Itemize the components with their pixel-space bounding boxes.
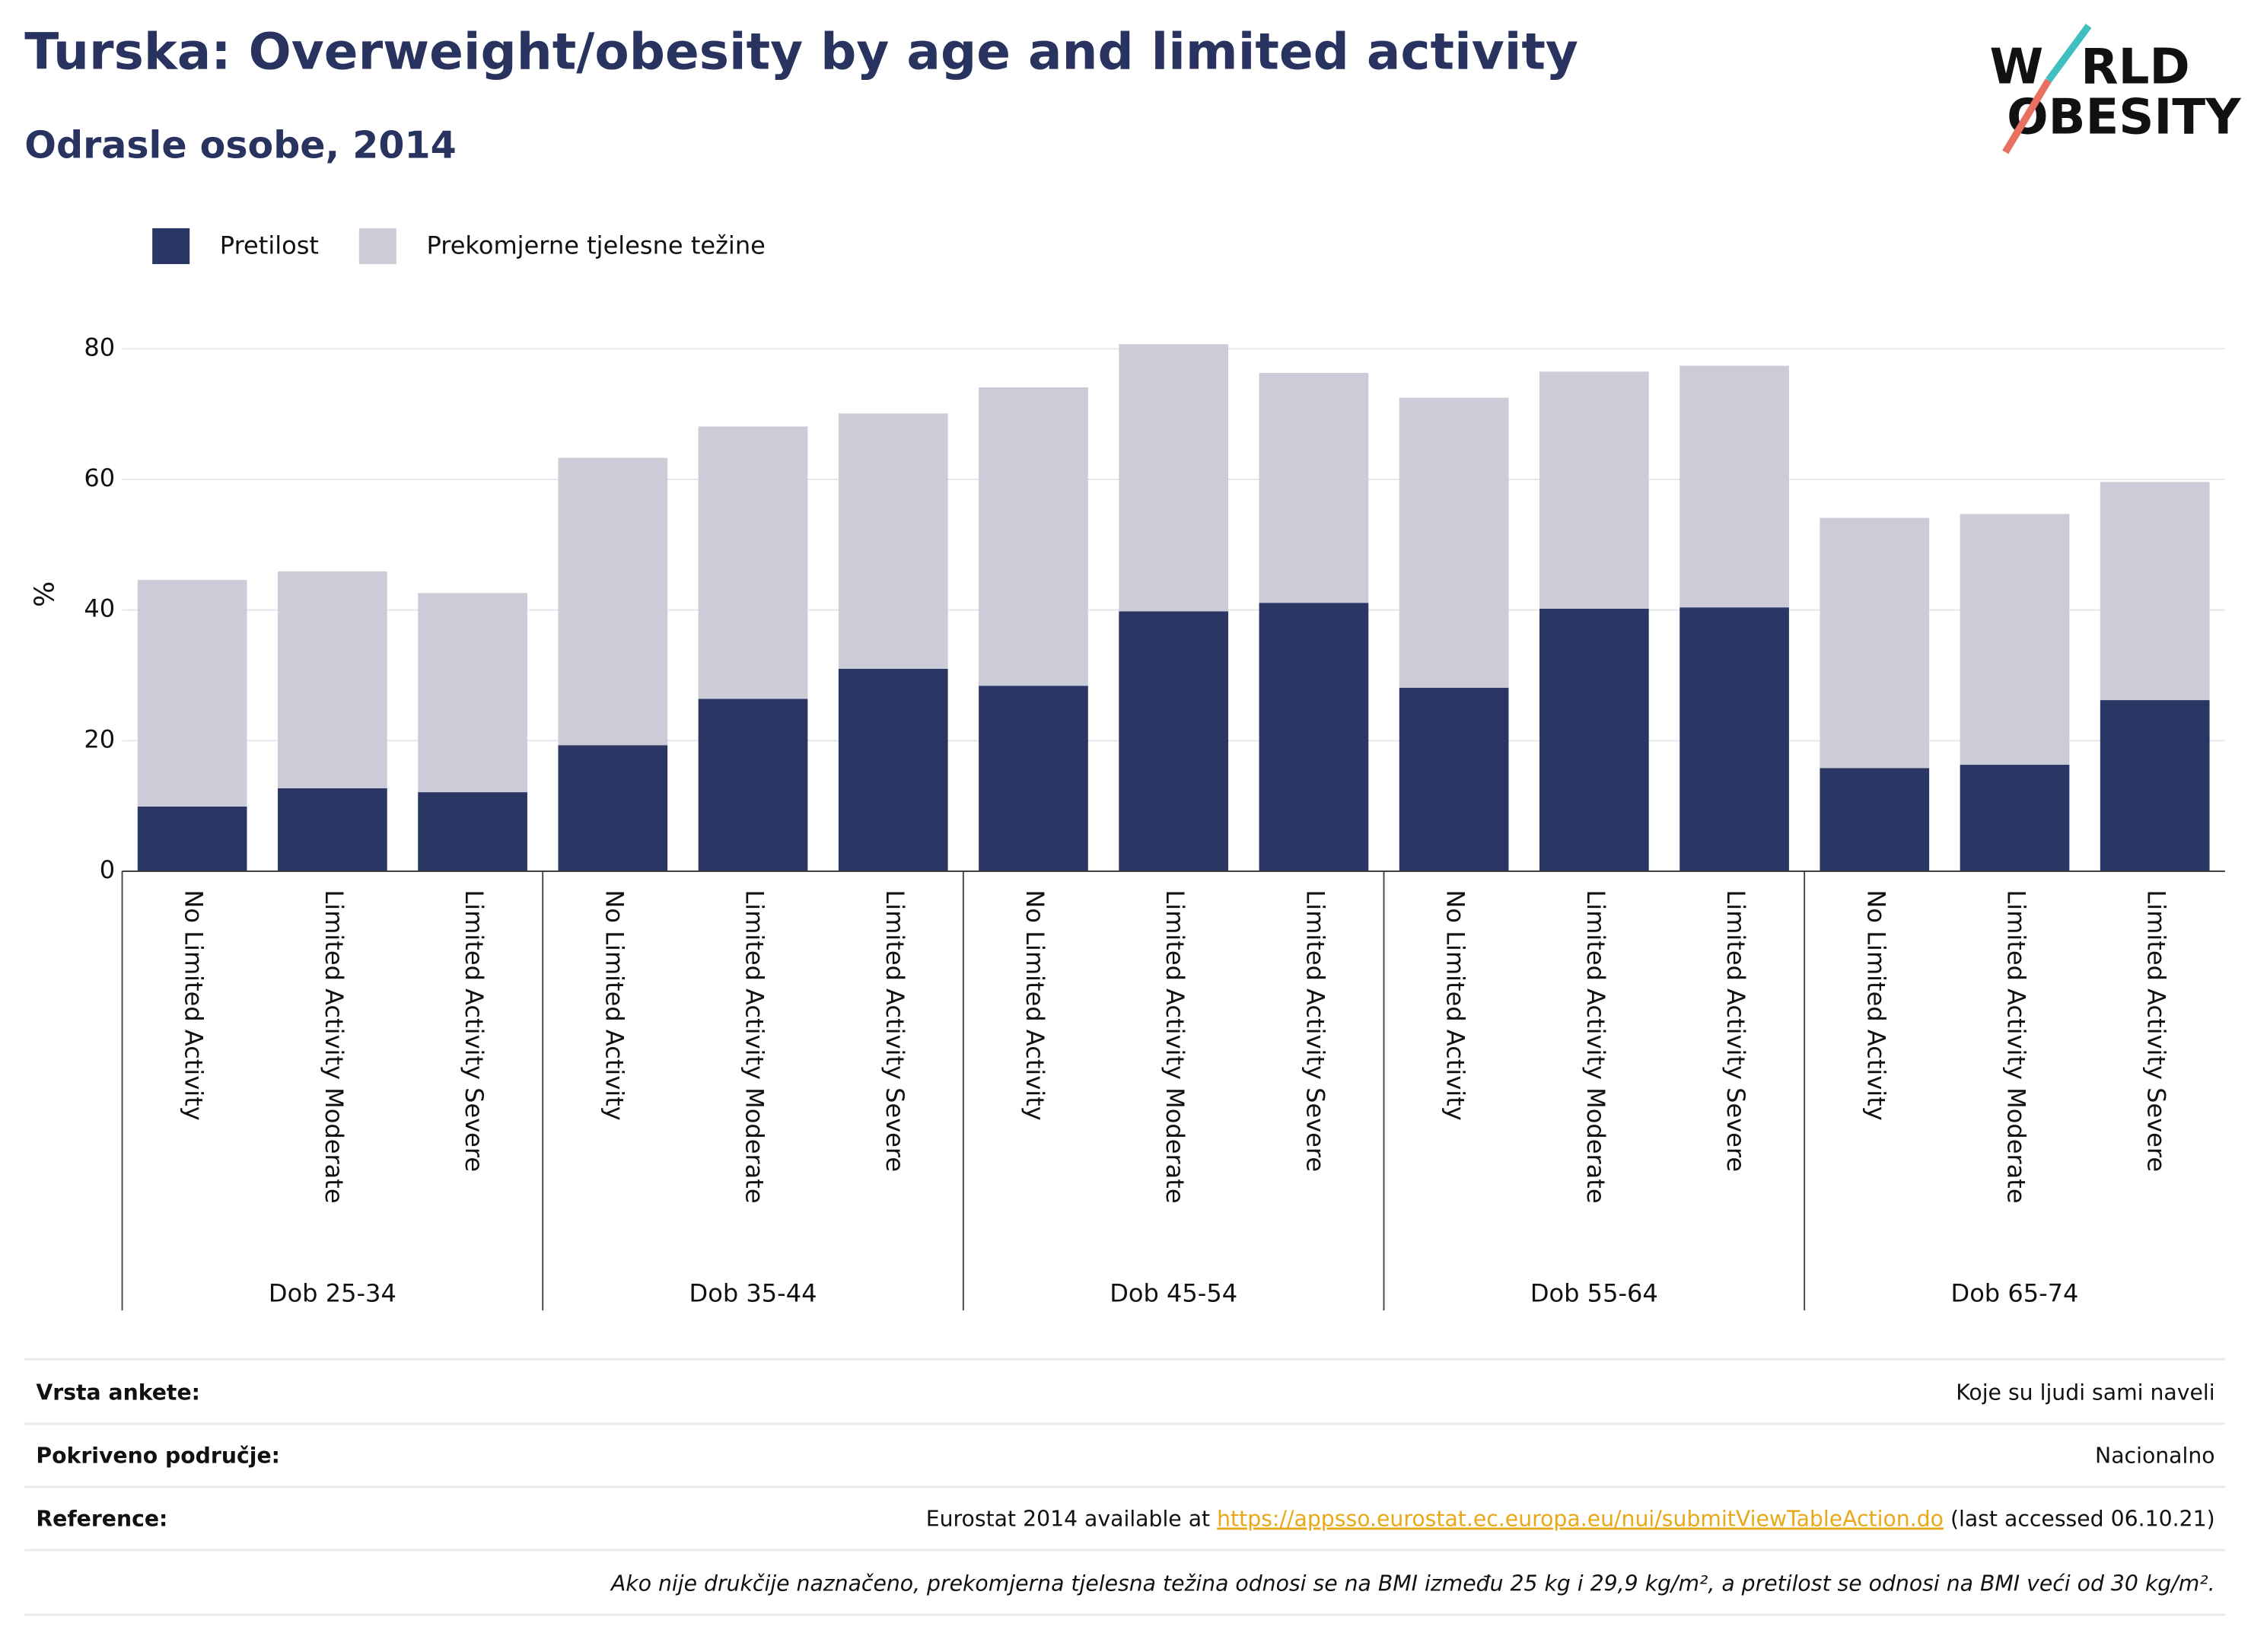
bar-segment bbox=[698, 426, 808, 699]
bar-segment bbox=[137, 806, 247, 871]
group-label: Dob 35-44 bbox=[689, 1278, 817, 1307]
footer-label: Pokriveno područje: bbox=[36, 1443, 280, 1468]
legend-swatch bbox=[152, 228, 190, 265]
y-tick-label: 40 bbox=[84, 594, 115, 623]
bar-segment bbox=[1539, 371, 1649, 609]
logo-slash bbox=[2046, 24, 2092, 83]
bar-segment bbox=[1119, 344, 1229, 612]
legend-swatch bbox=[358, 228, 396, 265]
x-tick-label: Limited Activity Moderate bbox=[320, 890, 349, 1203]
bar-segment bbox=[838, 668, 948, 871]
bar-segment bbox=[1259, 373, 1369, 603]
group-label: Dob 65-74 bbox=[1951, 1278, 2079, 1307]
x-tick-label: Limited Activity Moderate bbox=[2001, 890, 2030, 1203]
bar-segment bbox=[418, 792, 527, 871]
logo: W RLD OBESITY bbox=[1989, 24, 2242, 154]
bar-segment bbox=[838, 413, 948, 669]
x-tick-label: Limited Activity Moderate bbox=[1581, 890, 1610, 1203]
legend-label: Prekomjerne tjelesne težine bbox=[426, 231, 765, 259]
x-tick-label: Limited Activity Moderate bbox=[1161, 890, 1189, 1203]
chart-title: Turska: Overweight/obesity by age and li… bbox=[24, 23, 1578, 81]
x-tick-label: Limited Activity Moderate bbox=[740, 890, 769, 1203]
reference-link: https://appsso.eurostat.ec.europa.eu/nui… bbox=[1217, 1506, 1944, 1531]
bar-segment bbox=[1539, 608, 1649, 871]
y-axis-label: % bbox=[30, 581, 61, 607]
x-tick-label: No Limited Activity bbox=[180, 890, 209, 1120]
y-tick-label: 60 bbox=[84, 463, 115, 492]
x-tick-label: No Limited Activity bbox=[1441, 890, 1470, 1120]
group-label: Dob 25-34 bbox=[269, 1278, 396, 1307]
logo-slash bbox=[2002, 78, 2052, 154]
bar-segment bbox=[2100, 482, 2210, 701]
footer-value: Nacionalno bbox=[2095, 1443, 2215, 1468]
x-tick-label: Limited Activity Severe bbox=[880, 890, 909, 1172]
y-tick-label: 0 bbox=[100, 855, 115, 884]
bar-segment bbox=[1820, 768, 1930, 871]
bar-segment bbox=[698, 699, 808, 871]
bar-segment bbox=[1259, 603, 1369, 871]
bar-segment bbox=[558, 745, 668, 871]
bar-segment bbox=[979, 686, 1088, 871]
logo-text: OBESITY bbox=[2007, 88, 2242, 145]
x-tick-label: Limited Activity Severe bbox=[460, 890, 489, 1172]
bar-segment bbox=[1119, 611, 1229, 871]
footer-reference: Eurostat 2014 available at https://appss… bbox=[926, 1506, 2215, 1531]
bar-segment bbox=[1820, 517, 1930, 769]
y-tick-label: 80 bbox=[84, 333, 115, 361]
footer-value: Koje su ljudi sami naveli bbox=[1956, 1380, 2214, 1405]
footer-note: Ako nije drukčije naznačeno, prekomjerna… bbox=[610, 1571, 2215, 1596]
x-tick-label: Limited Activity Severe bbox=[1301, 890, 1329, 1172]
footer-label: Vrsta ankete: bbox=[36, 1380, 200, 1405]
bar-segment bbox=[558, 457, 668, 746]
bar-segment bbox=[418, 593, 527, 793]
x-tick-label: No Limited Activity bbox=[600, 890, 629, 1120]
group-label: Dob 55-64 bbox=[1530, 1278, 1658, 1307]
logo-text: W RLD bbox=[1989, 38, 2189, 95]
bar-segment bbox=[1399, 687, 1509, 871]
bar-segment bbox=[137, 580, 247, 807]
bar-segment bbox=[2100, 700, 2210, 871]
reference-text: (last accessed 06.10.21) bbox=[1944, 1506, 2215, 1531]
bar-segment bbox=[979, 387, 1088, 686]
group-label: Dob 45-54 bbox=[1110, 1278, 1237, 1307]
chart-subtitle: Odrasle osobe, 2014 bbox=[24, 123, 456, 167]
legend-label: Pretilost bbox=[220, 231, 319, 259]
bar-segment bbox=[1960, 514, 2070, 766]
x-tick-label: No Limited Activity bbox=[1020, 890, 1049, 1120]
bar-segment bbox=[1399, 397, 1509, 688]
bar-segment bbox=[1679, 365, 1789, 608]
logo-w: W bbox=[1989, 38, 2043, 95]
x-tick-label: No Limited Activity bbox=[1861, 890, 1890, 1120]
reference-text: Eurostat 2014 available at bbox=[926, 1506, 1217, 1531]
footer-label: Reference: bbox=[36, 1506, 167, 1531]
y-tick-label: 20 bbox=[84, 724, 115, 753]
x-tick-label: Limited Activity Severe bbox=[2142, 890, 2171, 1172]
bar-segment bbox=[278, 788, 387, 871]
bar-segment bbox=[278, 571, 387, 788]
bar-segment bbox=[1679, 607, 1789, 871]
logo-rld: RLD bbox=[2081, 38, 2189, 95]
x-tick-label: Limited Activity Severe bbox=[1721, 890, 1750, 1172]
bar-segment bbox=[1960, 765, 2070, 871]
